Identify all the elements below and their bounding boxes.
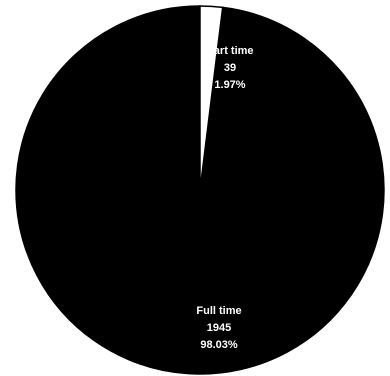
part-time-label: Part time 39 1.97% [206, 45, 253, 91]
full-time-label-percent: 98.03% [200, 339, 238, 351]
pie-slice-part-time [199, 5, 224, 191]
part-time-label-count: 39 [224, 62, 236, 74]
pie-slices [15, 5, 385, 375]
full-time-label: Full time 1945 98.03% [196, 305, 241, 351]
full-time-label-count: 1945 [207, 322, 231, 334]
part-time-label-name: Part time [206, 45, 253, 57]
part-time-label-percent: 1.97% [214, 79, 245, 91]
full-time-label-name: Full time [196, 305, 241, 317]
